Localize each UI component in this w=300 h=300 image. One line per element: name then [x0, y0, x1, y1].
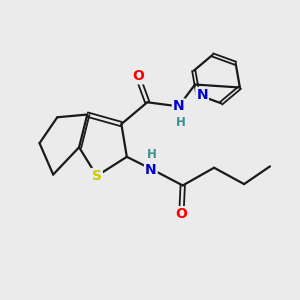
Text: N: N — [173, 99, 184, 113]
Text: O: O — [132, 69, 144, 83]
Text: N: N — [145, 164, 157, 178]
Text: S: S — [92, 169, 102, 183]
Text: H: H — [176, 116, 186, 129]
Text: O: O — [176, 207, 187, 221]
Text: H: H — [146, 148, 156, 160]
Text: N: N — [196, 88, 208, 102]
